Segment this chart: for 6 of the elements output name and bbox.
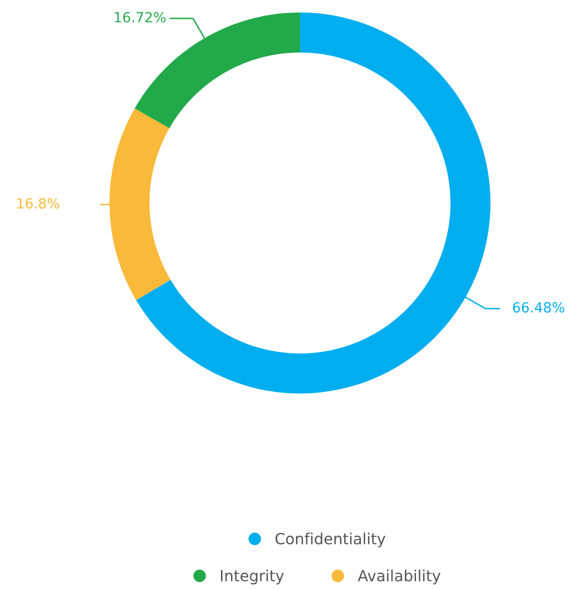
legend-label: Availability bbox=[358, 570, 440, 584]
data-label: 66.48% bbox=[513, 302, 564, 313]
legend-label: Integrity bbox=[221, 570, 284, 584]
data-label: 16.72% bbox=[114, 12, 166, 22]
data-label: 16.8% bbox=[17, 198, 60, 209]
legend-label: Confidentiality bbox=[275, 532, 386, 548]
